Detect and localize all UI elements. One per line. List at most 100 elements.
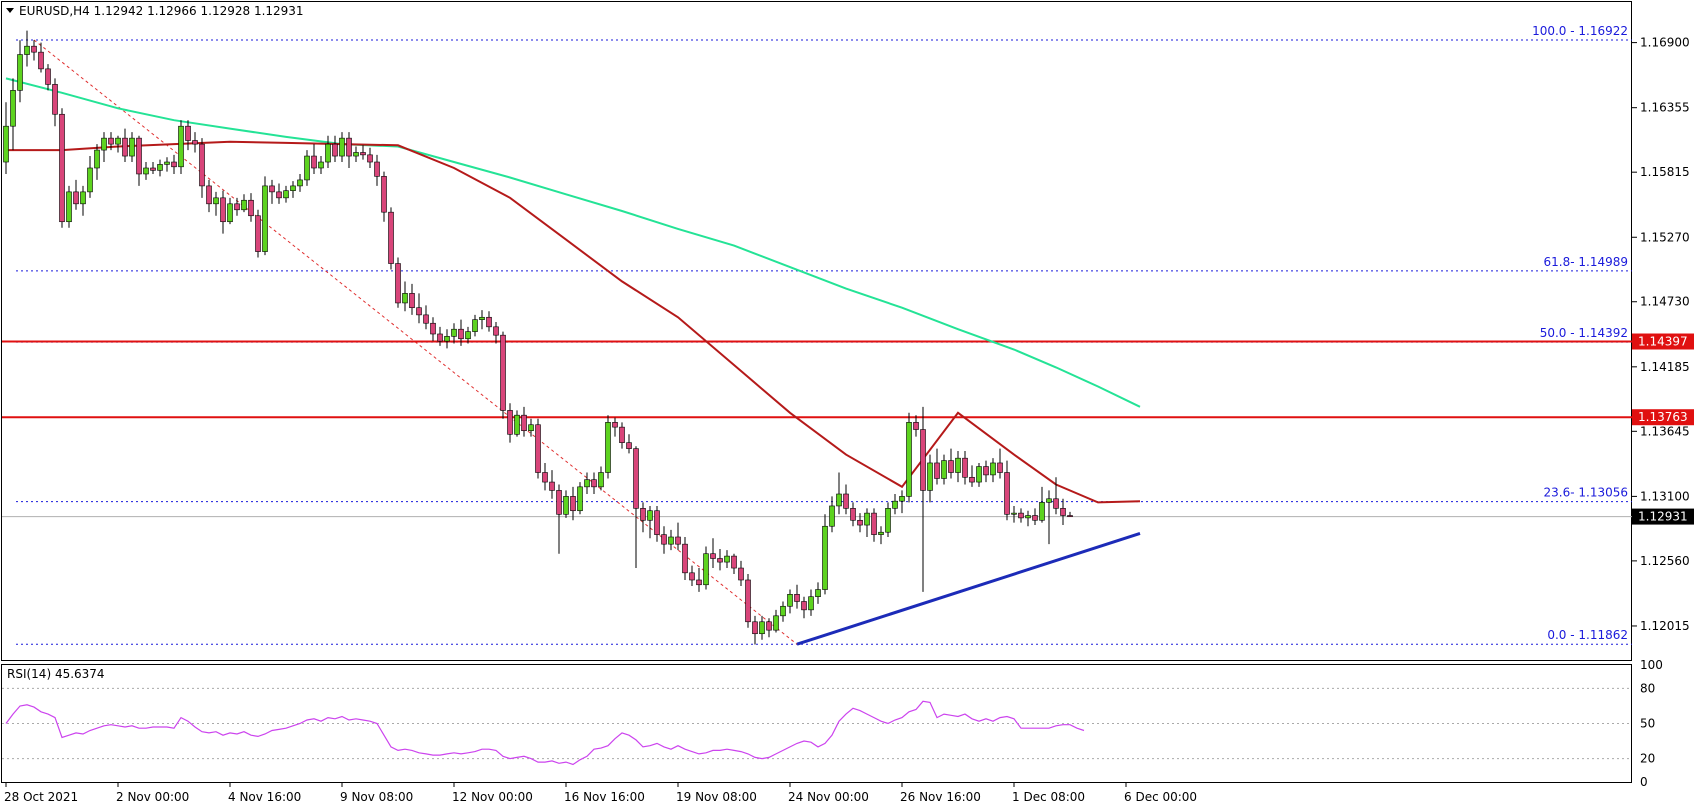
candle[interactable] — [185, 120, 191, 151]
candle[interactable] — [402, 281, 408, 312]
candle[interactable] — [549, 470, 555, 499]
candle[interactable] — [598, 466, 604, 491]
candle[interactable] — [661, 526, 667, 554]
candle[interactable] — [619, 422, 625, 449]
candle[interactable] — [570, 486, 576, 521]
candle[interactable] — [437, 326, 443, 346]
candle[interactable] — [941, 454, 947, 485]
candle[interactable] — [122, 128, 128, 163]
candle[interactable] — [304, 150, 310, 186]
candle[interactable] — [38, 42, 44, 73]
candle[interactable] — [934, 448, 940, 485]
candle[interactable] — [871, 508, 877, 542]
candle[interactable] — [724, 550, 730, 569]
candle[interactable] — [1004, 460, 1010, 521]
candle[interactable] — [962, 451, 968, 485]
candle[interactable] — [451, 323, 457, 344]
candle[interactable] — [913, 415, 919, 437]
candle[interactable] — [164, 157, 170, 172]
candle[interactable] — [1032, 508, 1038, 526]
candle[interactable] — [339, 132, 345, 163]
candle[interactable] — [108, 132, 114, 151]
candle[interactable] — [248, 193, 254, 222]
candle[interactable] — [171, 154, 177, 174]
candle[interactable] — [178, 120, 184, 174]
candle[interactable] — [1018, 508, 1024, 523]
candle[interactable] — [710, 538, 716, 569]
candle[interactable] — [311, 144, 317, 174]
candle[interactable] — [332, 135, 338, 163]
candle[interactable] — [990, 458, 996, 483]
candle[interactable] — [878, 526, 884, 545]
candle[interactable] — [584, 472, 590, 495]
candle[interactable] — [276, 183, 282, 204]
support-trendline[interactable] — [796, 531, 1141, 646]
candle[interactable] — [689, 565, 695, 586]
candle[interactable] — [374, 154, 380, 186]
candle[interactable] — [444, 329, 450, 349]
candle[interactable] — [717, 548, 723, 571]
candle[interactable] — [45, 64, 51, 91]
candle[interactable] — [752, 615, 758, 645]
candle[interactable] — [479, 310, 485, 330]
candle[interactable] — [794, 584, 800, 609]
candle[interactable] — [346, 132, 352, 168]
candle[interactable] — [360, 145, 366, 160]
candle[interactable] — [458, 319, 464, 346]
candle[interactable] — [836, 472, 842, 515]
candle[interactable] — [920, 406, 926, 592]
candle[interactable] — [234, 197, 240, 216]
candle[interactable] — [556, 484, 562, 554]
candle[interactable] — [31, 40, 37, 61]
candle[interactable] — [731, 553, 737, 575]
candle[interactable] — [3, 102, 9, 174]
candle[interactable] — [325, 135, 331, 168]
candle[interactable] — [1011, 505, 1017, 523]
candle[interactable] — [787, 589, 793, 614]
candle[interactable] — [759, 615, 765, 640]
candle[interactable] — [409, 283, 415, 315]
candle[interactable] — [1053, 477, 1059, 515]
candle[interactable] — [80, 185, 86, 216]
candle[interactable] — [73, 179, 79, 210]
candle[interactable] — [507, 403, 513, 443]
candle[interactable] — [829, 496, 835, 533]
candle[interactable] — [150, 162, 156, 174]
candle[interactable] — [500, 331, 506, 419]
candle[interactable] — [115, 135, 121, 153]
candle[interactable] — [94, 144, 100, 180]
candle[interactable] — [808, 589, 814, 616]
candle[interactable] — [297, 173, 303, 192]
candle[interactable] — [101, 132, 107, 163]
candle[interactable] — [262, 176, 268, 256]
candle[interactable] — [129, 132, 135, 163]
candle[interactable] — [766, 618, 772, 638]
candle[interactable] — [10, 78, 16, 151]
candle[interactable] — [157, 159, 163, 177]
candle[interactable] — [472, 314, 478, 337]
candle[interactable] — [269, 179, 275, 204]
candle[interactable] — [430, 317, 436, 342]
candle[interactable] — [59, 108, 65, 228]
candle[interactable] — [927, 454, 933, 503]
candle[interactable] — [493, 322, 499, 344]
candle[interactable] — [675, 522, 681, 551]
symbol-dropdown-icon[interactable] — [6, 8, 14, 13]
candle[interactable] — [318, 156, 324, 174]
candle[interactable] — [255, 209, 261, 258]
candle[interactable] — [605, 415, 611, 479]
candle[interactable] — [997, 448, 1003, 479]
candle[interactable] — [899, 490, 905, 514]
candle[interactable] — [1060, 498, 1066, 526]
candle[interactable] — [52, 78, 58, 127]
candle[interactable] — [206, 179, 212, 213]
candle[interactable] — [626, 434, 632, 454]
candle[interactable] — [843, 484, 849, 515]
candle[interactable] — [850, 502, 856, 527]
candle[interactable] — [976, 462, 982, 487]
candle[interactable] — [283, 185, 289, 203]
candle[interactable] — [563, 490, 569, 518]
candle[interactable] — [199, 138, 205, 198]
candle[interactable] — [395, 257, 401, 308]
candle[interactable] — [66, 185, 72, 228]
